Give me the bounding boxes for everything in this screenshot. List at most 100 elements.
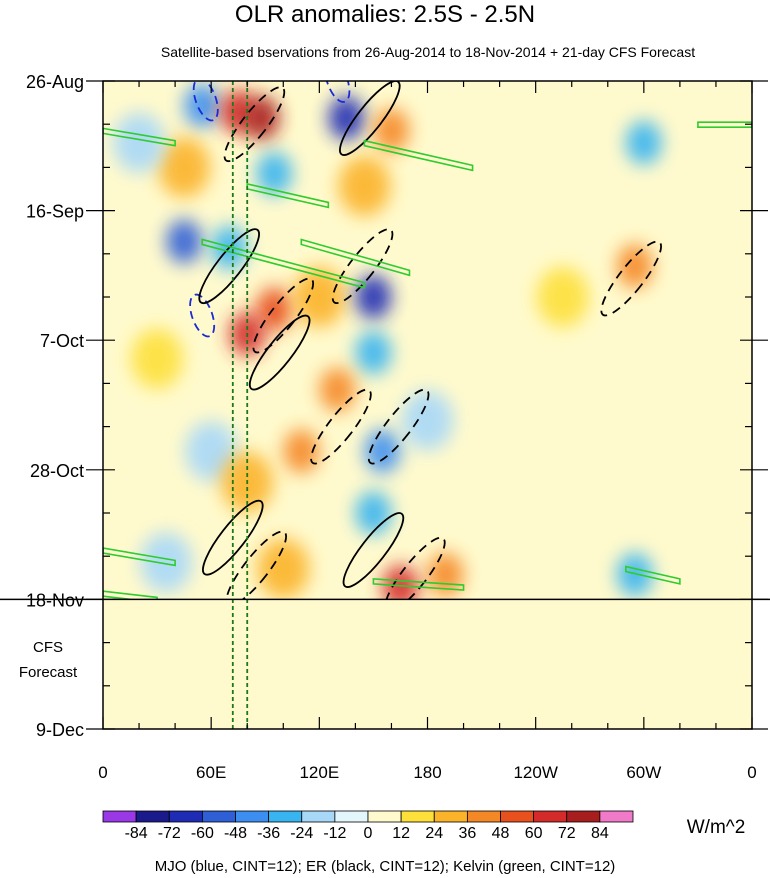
anomaly-cell <box>140 532 193 593</box>
colorbar-label: 84 <box>591 825 609 842</box>
contour-legend: MJO (blue, CINT=12); ER (black, CINT=12)… <box>155 858 616 875</box>
colorbar-label: 0 <box>364 825 373 842</box>
colorbar-label: 24 <box>425 825 443 842</box>
chart-subtitle: Satellite-based bservations from 26-Aug-… <box>161 44 695 60</box>
colorbar-label: -36 <box>257 825 280 842</box>
er-contour <box>339 81 401 156</box>
x-tick-label: 120E <box>299 763 339 782</box>
anomaly-cell <box>373 108 410 153</box>
observation-background <box>103 81 752 600</box>
anomaly-cell <box>401 390 454 451</box>
colorbar-swatch <box>466 810 501 823</box>
anomaly-cell <box>382 565 419 600</box>
kelvin-contour <box>103 590 158 600</box>
anomaly-cell <box>328 96 365 141</box>
colorbar-label: -12 <box>323 825 346 842</box>
x-axis-tick-labels: 0 60E 120E 180 120W 60W 0 <box>98 763 756 782</box>
colorbar-label: 12 <box>392 825 410 842</box>
x-tick-label: 180 <box>413 763 441 782</box>
axis-ticks <box>86 80 768 730</box>
anomaly-cell <box>158 137 211 198</box>
er-contour <box>367 388 430 465</box>
y-tick-label: 16-Sep <box>26 202 84 222</box>
kelvin-contour <box>697 121 752 128</box>
kelvin-contour <box>625 565 681 585</box>
anomaly-cell <box>536 267 589 327</box>
anomaly-cell <box>338 155 391 216</box>
colorbar-swatch <box>301 810 336 823</box>
colorbar-label: -60 <box>191 825 214 842</box>
colorbar-swatch <box>566 810 601 823</box>
colorbar: -84 -72 -60 -48 -36 -24 -12 0 12 24 36 48 60 72 84 <box>102 810 634 842</box>
kelvin-contour <box>201 238 366 289</box>
forecast-label-line2: Forecast <box>19 664 78 681</box>
anomaly-cell <box>616 552 653 597</box>
colorbar-swatch <box>135 810 170 823</box>
er-contour <box>202 499 264 576</box>
anomaly-cell <box>131 328 184 389</box>
x-tick-label: 120W <box>513 763 557 782</box>
colorbar-swatch <box>533 810 568 823</box>
anomaly-cell <box>113 112 166 173</box>
colorbar-label: -72 <box>158 825 181 842</box>
plot-area <box>0 80 770 730</box>
colorbar-swatch <box>367 810 402 823</box>
mjo-contour <box>192 81 219 122</box>
y-tick-label: 26-Aug <box>26 72 84 92</box>
colorbar-label: -48 <box>224 825 247 842</box>
y-axis-tick-labels: 26-Aug 16-Sep 7-Oct 28-Oct 18-Nov 9-Dec <box>26 72 84 740</box>
x-tick-label: 0 <box>747 763 756 782</box>
anomaly-cell <box>185 421 238 482</box>
colorbar-label: -24 <box>290 825 313 842</box>
anomaly-cell <box>616 244 653 289</box>
colorbar-swatch <box>201 810 236 823</box>
er-contour <box>342 512 405 588</box>
x-tick-label: 60W <box>626 763 661 782</box>
reference-lines <box>231 81 249 729</box>
colorbar-swatch <box>599 810 634 823</box>
anomaly-shading <box>113 83 662 600</box>
colorbar-label: 60 <box>525 825 543 842</box>
anomaly-cell <box>283 429 320 474</box>
wave-contours <box>103 81 752 600</box>
y-tick-label: 9-Dec <box>36 720 84 740</box>
colorbar-swatch <box>334 810 369 823</box>
x-tick-label: 60E <box>196 763 226 782</box>
anomaly-cell <box>256 151 293 196</box>
anomaly-cell <box>319 367 356 412</box>
x-tick-label: 0 <box>98 763 107 782</box>
colorbar-label: -84 <box>125 825 148 842</box>
colorbar-label: 72 <box>558 825 576 842</box>
anomaly-cell <box>427 552 464 597</box>
colorbar-swatch <box>235 810 270 823</box>
anomaly-cell <box>355 330 392 375</box>
chart-title: OLR anomalies: 2.5S - 2.5N <box>235 1 535 28</box>
colorbar-label: 36 <box>458 825 476 842</box>
anomaly-cell <box>257 538 310 599</box>
anomaly-cell <box>355 491 392 535</box>
colorbar-swatch <box>102 810 137 823</box>
colorbar-swatch <box>433 810 468 823</box>
y-tick-label: 7-Oct <box>40 331 84 351</box>
colorbar-label: 48 <box>492 825 510 842</box>
forecast-label-line1: CFS <box>33 639 63 656</box>
anomaly-cell <box>166 219 203 264</box>
colorbar-swatch <box>500 810 535 823</box>
colorbar-swatch <box>168 810 203 823</box>
er-contour <box>252 277 315 354</box>
anomaly-cell <box>625 120 662 165</box>
kelvin-contour <box>300 238 411 277</box>
anomaly-cell <box>184 83 221 128</box>
kelvin-contour <box>372 578 465 591</box>
colorbar-units: W/m^2 <box>687 817 746 838</box>
colorbar-swatch <box>268 810 303 823</box>
kelvin-contour <box>103 127 176 147</box>
y-tick-label: 18-Nov <box>26 590 84 610</box>
er-contour <box>198 228 260 305</box>
kelvin-contour <box>363 139 474 172</box>
mjo-contour <box>189 293 216 338</box>
anomaly-cell <box>364 429 401 474</box>
kelvin-contour <box>103 547 176 567</box>
er-contour <box>225 530 287 600</box>
